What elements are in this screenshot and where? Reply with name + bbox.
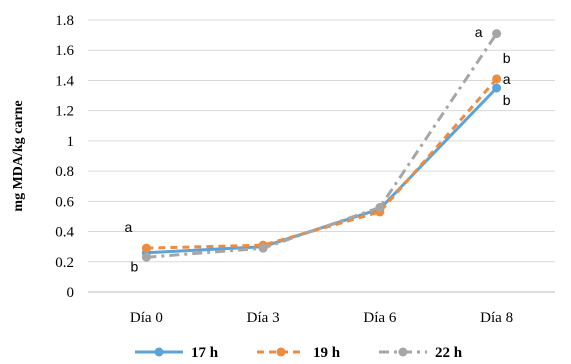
x-tick-label: Día 6 — [363, 310, 396, 326]
data-point — [375, 202, 385, 212]
series-lines — [141, 29, 502, 262]
x-tick-label: Día 8 — [480, 310, 513, 326]
y-tick-label: 1.8 — [55, 13, 74, 29]
y-tick-label: 1.2 — [55, 104, 74, 120]
series-line-1 — [146, 77, 498, 250]
y-tick-label: 1 — [67, 134, 75, 150]
data-point — [492, 29, 502, 39]
annotation-label: a — [503, 71, 511, 87]
legend-marker-2 — [398, 347, 408, 357]
series-line-2 — [146, 32, 498, 259]
data-point — [141, 252, 151, 262]
y-axis-title: mg MDA/kg carne — [11, 100, 26, 211]
data-point — [141, 243, 151, 253]
y-tick-label: 0.8 — [55, 164, 74, 180]
legend-marker-0 — [154, 347, 164, 357]
x-tick-label: Día 3 — [247, 310, 280, 326]
gridlines — [88, 19, 555, 263]
y-tick-label: 0.2 — [55, 255, 74, 271]
y-tick-labels: 0 0.2 0.4 0.6 0.8 1 1.2 1.4 1.6 1.8 — [55, 13, 74, 301]
y-tick-label: 0.4 — [55, 225, 74, 241]
legend-label-2: 22 h — [435, 345, 463, 361]
legend-label-1: 19 h — [313, 345, 341, 361]
annotation-label: b — [503, 92, 511, 108]
legend-label-0: 17 h — [191, 345, 219, 361]
data-point — [258, 243, 268, 253]
legend-marker-1 — [276, 347, 286, 357]
annotation-label: a — [475, 24, 483, 40]
y-tick-label: 0.6 — [55, 194, 74, 210]
y-tick-label: 0 — [67, 285, 75, 301]
x-tick-labels: Día 0 Día 3 Día 6 Día 8 — [130, 310, 513, 326]
annotation-label: b — [130, 258, 138, 274]
annotation-label: b — [503, 50, 511, 66]
data-point — [492, 83, 502, 93]
y-tick-label: 1.6 — [55, 43, 74, 59]
data-point — [492, 74, 502, 84]
legend: 17 h 19 h 22 h — [135, 345, 463, 361]
y-tick-label: 1.4 — [55, 73, 74, 89]
annotation-label: a — [124, 219, 132, 235]
x-tick-label: Día 0 — [130, 310, 163, 326]
